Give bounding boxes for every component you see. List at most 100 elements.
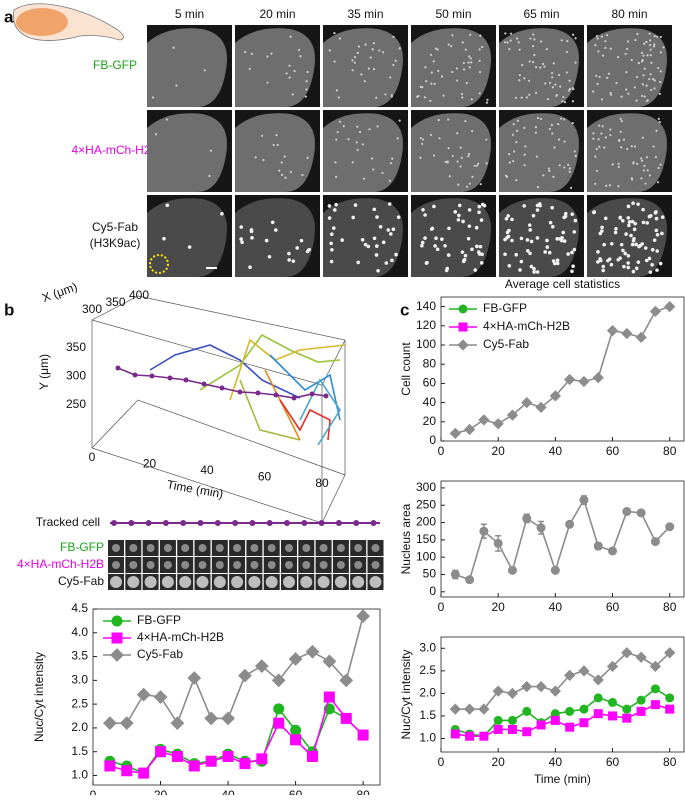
y-tick-label: 250 — [416, 497, 436, 511]
tissue — [235, 113, 315, 192]
nucleus — [209, 149, 213, 152]
marker — [493, 715, 503, 725]
track-dot — [335, 520, 342, 526]
time-label: 20 min — [259, 7, 295, 21]
nucleus — [619, 242, 624, 247]
nucleus — [306, 70, 309, 74]
nucleus — [334, 202, 338, 207]
nucleus — [468, 55, 471, 58]
marker — [536, 720, 546, 730]
nucleus — [616, 257, 621, 262]
nucleus — [660, 231, 664, 236]
nucleus — [630, 219, 635, 224]
nucleus — [289, 170, 293, 174]
nucleus — [423, 96, 426, 99]
nucleus — [630, 242, 635, 247]
x-tick-label: 300 — [82, 302, 102, 316]
nucleus — [460, 156, 463, 159]
nucleus — [645, 40, 648, 44]
nucleus — [535, 65, 538, 69]
marker — [478, 414, 490, 426]
nucleus — [648, 32, 651, 35]
marker — [536, 523, 546, 533]
marker — [340, 712, 352, 724]
nucleus — [560, 236, 564, 240]
time-label: 80 min — [611, 7, 647, 21]
y-axis-label: Cell count — [399, 342, 413, 396]
nucleus — [356, 125, 359, 128]
nucleus — [598, 257, 602, 261]
nucleus — [356, 51, 359, 54]
nucleus — [633, 145, 637, 148]
marker — [636, 508, 646, 518]
marker — [621, 327, 633, 340]
nucleus — [533, 38, 536, 41]
nucleus — [481, 45, 484, 49]
nucleus — [512, 160, 515, 163]
nucleus — [573, 218, 578, 223]
nucleus — [648, 270, 653, 274]
nucleus — [655, 232, 660, 237]
nucleus — [391, 157, 394, 160]
marker — [665, 522, 675, 532]
y-tick-label: 4.0 — [71, 625, 88, 639]
nucleus — [643, 246, 648, 250]
nucleus — [423, 213, 427, 217]
nucleus — [457, 183, 460, 186]
nucleus — [555, 258, 560, 263]
nucleus — [284, 176, 287, 179]
nucleus — [477, 204, 482, 209]
nucleus — [504, 174, 508, 177]
nucleus — [419, 156, 422, 159]
marker — [449, 427, 461, 439]
nucleus — [396, 137, 399, 140]
y-tick-label: 250 — [66, 397, 86, 411]
row-label: 4×HA-mCh-H2B — [71, 143, 158, 157]
y-tick-label: 350 — [66, 340, 86, 354]
panel-label: b — [4, 300, 14, 319]
nucleus — [596, 82, 599, 85]
marker — [506, 687, 519, 699]
nucleus — [531, 45, 535, 48]
x-tick-label: 40 — [549, 600, 563, 614]
nucleus — [459, 146, 462, 149]
nucleus — [461, 219, 465, 224]
nucleus — [572, 230, 577, 234]
y-tick-label: 60 — [423, 376, 437, 390]
nucleus — [267, 254, 272, 259]
marker — [550, 565, 560, 575]
nucleus — [478, 59, 481, 62]
nucleus — [570, 269, 574, 274]
nucleus — [264, 238, 269, 243]
marker — [579, 718, 589, 728]
nucleus — [515, 179, 518, 182]
marker — [650, 537, 660, 547]
nucleus — [659, 70, 662, 73]
nucleus — [649, 73, 652, 76]
marker — [357, 729, 369, 741]
nucleus — [423, 236, 427, 240]
nucleus — [641, 136, 644, 139]
nucleus — [471, 175, 474, 178]
nucleus — [384, 93, 387, 96]
nucleus — [456, 79, 459, 82]
t-tick-label: 80 — [315, 476, 329, 490]
t-tick-label: 0 — [89, 450, 96, 464]
marker — [170, 716, 185, 731]
nucleus — [592, 137, 595, 140]
nucleus — [288, 64, 291, 67]
nucleus — [361, 143, 364, 146]
marker — [650, 684, 660, 694]
marker — [238, 668, 252, 683]
nucleus — [389, 76, 392, 79]
nucleus — [552, 62, 555, 65]
thumb-cell — [198, 561, 207, 569]
series-line — [455, 651, 671, 710]
nucleus — [552, 261, 557, 266]
nucleus — [543, 65, 546, 68]
marker — [578, 375, 590, 388]
nucleus — [643, 164, 646, 167]
marker — [273, 703, 285, 715]
nucleus — [630, 58, 633, 62]
nucleus — [165, 203, 170, 208]
